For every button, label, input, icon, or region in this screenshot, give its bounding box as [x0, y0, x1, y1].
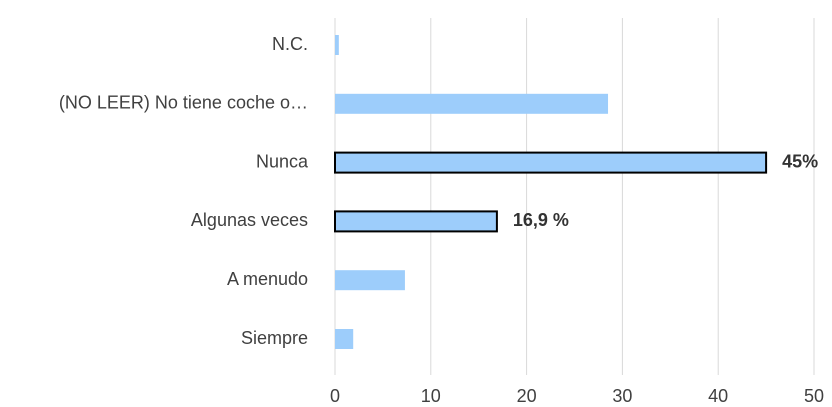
x-tick-label: 20 — [517, 386, 537, 406]
y-tick-label: N.C. — [272, 34, 308, 54]
y-tick-label: Nunca — [256, 151, 309, 171]
bar — [334, 210, 498, 233]
y-tick-label: Siempre — [241, 328, 308, 348]
y-tick-label: A menudo — [227, 269, 308, 289]
x-tick-label: 10 — [421, 386, 441, 406]
data-label: 45% — [782, 151, 818, 171]
x-tick-label: 0 — [330, 386, 340, 406]
x-tick-label: 50 — [804, 386, 824, 406]
bar — [334, 151, 768, 174]
bar — [335, 35, 339, 55]
x-tick-label: 30 — [612, 386, 632, 406]
y-tick-label: (NO LEER) No tiene coche o… — [59, 93, 308, 113]
bar — [335, 329, 354, 349]
bar — [335, 270, 405, 291]
data-label: 16,9 % — [513, 210, 569, 230]
x-tick-label: 40 — [708, 386, 728, 406]
y-tick-label: Algunas veces — [191, 210, 308, 230]
bar — [335, 93, 609, 114]
